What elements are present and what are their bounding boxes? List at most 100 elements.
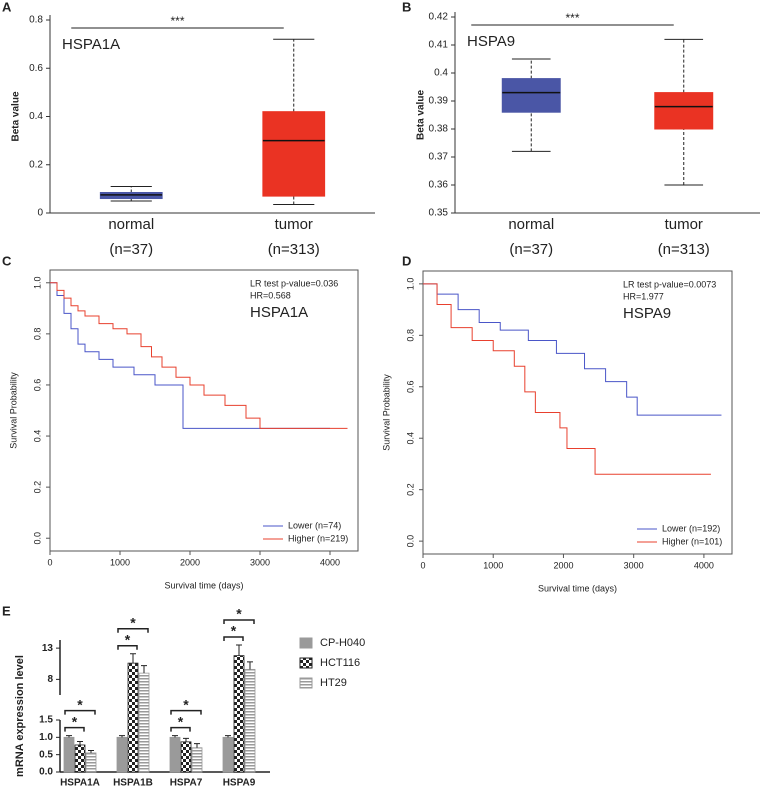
y-tick-label: 0.35 bbox=[429, 208, 449, 219]
panel-letter: E bbox=[2, 603, 11, 618]
x-axis-label: Survival time (days) bbox=[538, 583, 617, 593]
error-bar bbox=[247, 661, 253, 670]
legend-label: Lower (n=74) bbox=[288, 520, 341, 530]
legend-label: Higher (n=101) bbox=[662, 536, 722, 546]
legend-label: HT29 bbox=[320, 677, 347, 689]
y-axis-label: Beta value bbox=[11, 91, 22, 141]
gene-label: HSPA1A bbox=[250, 304, 308, 321]
error-bar bbox=[119, 735, 125, 738]
x-tick-label: 0 bbox=[420, 560, 425, 570]
bar bbox=[127, 662, 139, 773]
y-tick-label: 0.39 bbox=[429, 96, 449, 107]
legend-label: Lower (n=192) bbox=[662, 523, 720, 533]
significance-label: * bbox=[77, 696, 83, 712]
bar bbox=[74, 744, 86, 773]
y-axis-label: Survival Probability bbox=[381, 374, 391, 451]
y-tick-label: 0.6 bbox=[405, 381, 415, 394]
legend-label: CP-H040 bbox=[320, 637, 365, 649]
n-label: (n=313) bbox=[268, 241, 320, 258]
significance-label: * bbox=[178, 713, 184, 729]
y-tick-label: 0.36 bbox=[429, 180, 449, 191]
annotation: HR=0.568 bbox=[250, 290, 291, 300]
bar bbox=[138, 672, 150, 773]
significance-bracket bbox=[64, 726, 85, 732]
x-tick-label: 3000 bbox=[624, 560, 644, 570]
x-tick-label: 2000 bbox=[180, 557, 200, 567]
y-tick-label: 13 bbox=[42, 643, 54, 654]
y-tick-label: 1.0 bbox=[32, 277, 42, 290]
box bbox=[262, 111, 326, 197]
x-tick-label: HSPA1B bbox=[113, 778, 153, 789]
n-label: (n=37) bbox=[109, 241, 153, 258]
y-tick-label: 0.38 bbox=[429, 124, 449, 135]
x-tick-label: normal bbox=[108, 216, 154, 233]
panel-letter: C bbox=[2, 253, 12, 268]
n-label: (n=37) bbox=[509, 241, 553, 258]
significance-bracket bbox=[170, 709, 202, 715]
x-tick-label: 1000 bbox=[483, 560, 503, 570]
significance-label: * bbox=[130, 614, 136, 630]
y-tick-label: 0.0 bbox=[405, 535, 415, 548]
box bbox=[501, 78, 561, 113]
error-bar bbox=[77, 740, 83, 745]
error-bar bbox=[66, 735, 72, 738]
survival-curve bbox=[423, 283, 722, 416]
x-tick-label: normal bbox=[508, 216, 554, 233]
box bbox=[654, 92, 714, 130]
x-tick-label: HSPA7 bbox=[170, 778, 203, 789]
y-tick-label: 0.4 bbox=[29, 111, 43, 122]
significance-bracket bbox=[64, 709, 96, 715]
y-tick-label: 0.2 bbox=[32, 481, 42, 494]
x-tick-label: 0 bbox=[47, 557, 52, 567]
panel-letter: D bbox=[402, 253, 411, 268]
legend-label: HCT116 bbox=[320, 657, 360, 669]
y-tick-label: 1.5 bbox=[39, 715, 53, 726]
panel-letter: A bbox=[2, 0, 12, 14]
error-bar bbox=[194, 743, 200, 748]
y-tick-label: 0.4 bbox=[434, 68, 448, 79]
error-bar bbox=[183, 737, 189, 742]
annotation: LR test p-value=0.0073 bbox=[623, 279, 716, 289]
survival-curve bbox=[50, 282, 330, 429]
bar bbox=[233, 655, 245, 773]
significance-bracket bbox=[170, 726, 191, 732]
significance-label: *** bbox=[565, 11, 579, 25]
error-bar bbox=[225, 735, 231, 738]
significance-label: * bbox=[125, 631, 131, 647]
x-tick-label: 2000 bbox=[553, 560, 573, 570]
y-tick-label: 1.0 bbox=[39, 732, 53, 743]
x-tick-label: 3000 bbox=[250, 557, 270, 567]
error-bar bbox=[130, 653, 136, 664]
annotation: LR test p-value=0.036 bbox=[250, 278, 338, 288]
y-tick-label: 0.2 bbox=[405, 483, 415, 496]
y-tick-label: 0.4 bbox=[405, 432, 415, 445]
y-tick-label: 0.37 bbox=[429, 152, 449, 163]
significance-label: * bbox=[183, 696, 189, 712]
x-tick-label: 1000 bbox=[110, 557, 130, 567]
significance-label: * bbox=[72, 713, 78, 729]
legend-swatch bbox=[299, 657, 313, 669]
bar bbox=[222, 736, 234, 773]
plot-frame bbox=[422, 270, 733, 555]
y-tick-label: 0.6 bbox=[32, 379, 42, 392]
y-tick-label: 0.0 bbox=[32, 532, 42, 545]
y-axis-label: Beta value bbox=[416, 90, 427, 140]
y-tick-label: 0.6 bbox=[29, 63, 43, 74]
bar bbox=[180, 741, 192, 773]
y-axis-label: mRNA expression level bbox=[14, 655, 26, 777]
significance-bracket bbox=[223, 636, 244, 641]
bar bbox=[244, 668, 256, 773]
y-tick-label: 0.42 bbox=[429, 12, 449, 23]
y-tick-label: 0.2 bbox=[29, 159, 43, 170]
error-bar bbox=[88, 750, 94, 753]
y-tick-label: 0.0 bbox=[39, 767, 53, 778]
y-tick-label: 8 bbox=[47, 674, 53, 685]
significance-label: * bbox=[231, 623, 237, 639]
y-tick-label: 0.5 bbox=[39, 749, 53, 760]
x-tick-label: 4000 bbox=[694, 560, 714, 570]
x-tick-label: tumor bbox=[665, 216, 703, 233]
gene-label: HSPA9 bbox=[623, 305, 671, 322]
gene-label: HSPA1A bbox=[62, 36, 120, 53]
